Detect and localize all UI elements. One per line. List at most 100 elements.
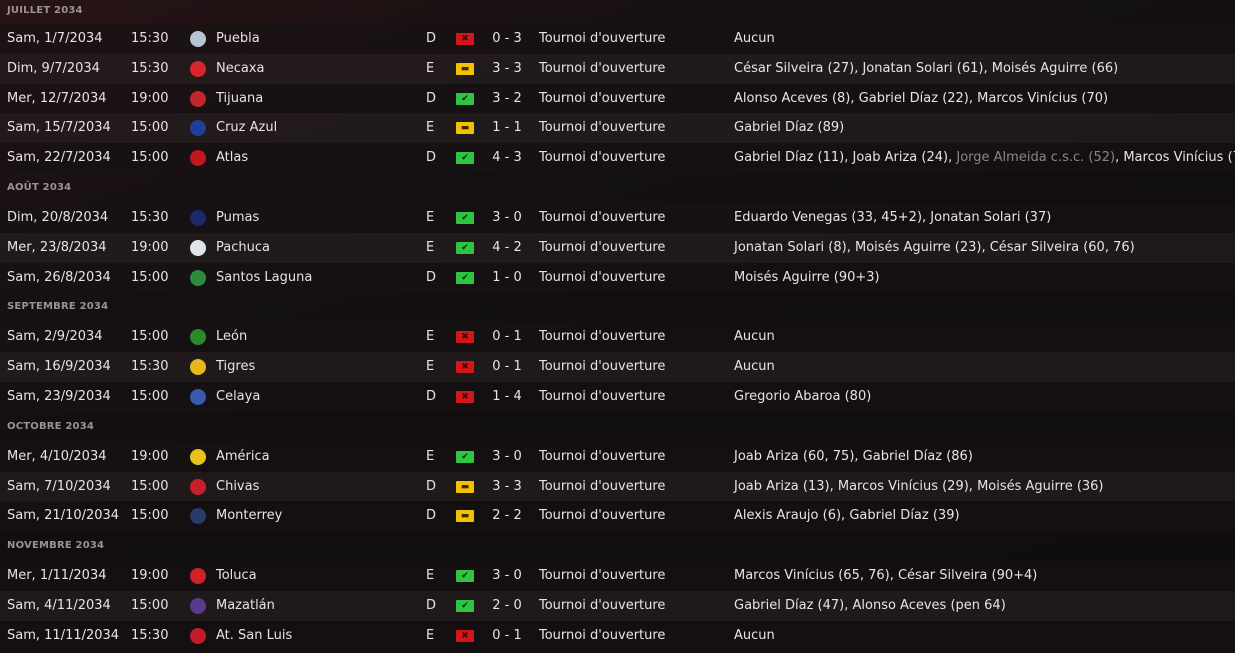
competition-link[interactable]: Tournoi d'ouverture [539, 90, 666, 106]
opponent-team-link[interactable]: Necaxa [216, 60, 265, 76]
fixture-row[interactable]: Sam, 15/7/2034 15:00 Cruz Azul E ▬ 1 - 1 Tourn… [0, 113, 1235, 144]
score-link[interactable]: 1 - 4 [492, 388, 522, 404]
fixture-row[interactable]: Sam, 4/11/2034 15:00 Mazatlán D ✔ 2 - 0 Tourno… [0, 590, 1235, 621]
competition-link[interactable]: Tournoi d'ouverture [539, 388, 666, 404]
opponent-team-link[interactable]: Celaya [216, 388, 261, 404]
score-link[interactable]: 2 - 0 [492, 597, 522, 613]
month-header: OCTOBRE 2034 [0, 411, 1235, 442]
scorer: Gabriel Díaz (89) [734, 120, 845, 136]
kickoff-time: 15:00 [131, 269, 169, 285]
result-loss-icon: ✖ [456, 331, 474, 344]
score-link[interactable]: 3 - 3 [492, 60, 522, 76]
competition-link[interactable]: Tournoi d'ouverture [539, 31, 666, 46]
fixture-row[interactable]: Sam, 11/11/2034 15:30 At. San Luis E ✖ 0 - 1 T… [0, 620, 1235, 651]
competition-link[interactable]: Tournoi d'ouverture [539, 150, 666, 166]
scorer: Joab Ariza (60, 75) [734, 448, 855, 464]
competition-link[interactable]: Tournoi d'ouverture [539, 359, 666, 375]
fixture-row[interactable]: Sam, 2/9/2034 15:00 León E ✖ 0 - 1 Tournoi d'o… [0, 322, 1235, 353]
score-link[interactable]: 3 - 0 [492, 448, 522, 464]
fixture-row[interactable]: Mer, 12/7/2034 19:00 Tijuana D ✔ 3 - 2 Tournoi… [0, 83, 1235, 114]
scorer: Aucun [734, 627, 775, 643]
opponent-team-link[interactable]: Pumas [216, 209, 260, 225]
scorer: Alonso Aceves (8) [734, 90, 851, 106]
opponent-team-link[interactable]: Atlas [216, 150, 249, 166]
opponent-team-link[interactable]: Mazatlán [216, 597, 275, 613]
scorers: Gabriel Díaz (89) [734, 113, 844, 143]
competition-link[interactable]: Tournoi d'ouverture [539, 209, 666, 225]
scorers: Aucun [734, 621, 775, 651]
competition-link[interactable]: Tournoi d'ouverture [539, 597, 666, 613]
fixture-row[interactable]: Mer, 4/10/2034 19:00 América E ✔ 3 - 0 Tournoi… [0, 441, 1235, 472]
competition-link[interactable]: Tournoi d'ouverture [539, 448, 666, 464]
opponent-team-link[interactable]: Tigres [216, 359, 256, 375]
competition-link[interactable]: Tournoi d'ouverture [539, 269, 666, 285]
opponent-team-link[interactable]: Puebla [216, 31, 260, 46]
match-date: Sam, 23/9/2034 [7, 388, 111, 404]
score-link[interactable]: 0 - 1 [492, 329, 522, 345]
score-link[interactable]: 4 - 2 [492, 239, 522, 255]
competition-link[interactable]: Tournoi d'ouverture [539, 568, 666, 584]
fixture-row[interactable]: Mer, 23/8/2034 19:00 Pachuca E ✔ 4 - 2 Tournoi… [0, 232, 1235, 263]
scorer: Jorge Almeida c.s.c. (52) [956, 150, 1116, 166]
competition-link[interactable]: Tournoi d'ouverture [539, 329, 666, 345]
result-loss-icon: ✖ [456, 390, 474, 403]
opponent-team-link[interactable]: At. San Luis [216, 627, 293, 643]
fixture-row[interactable]: Mer, 1/11/2034 19:00 Toluca E ✔ 3 - 0 Tournoi … [0, 561, 1235, 591]
scorer: Moisés Aguirre (36) [977, 478, 1104, 494]
opponent-team-link[interactable]: Tijuana [216, 90, 264, 106]
score-link[interactable]: 1 - 1 [492, 120, 522, 136]
scorers: Joab Ariza (60, 75), Gabriel Díaz (86) [734, 448, 973, 464]
score-link[interactable]: 3 - 0 [492, 209, 522, 225]
scorers: Aucun [734, 322, 775, 352]
result-draw-icon: ▬ [456, 122, 474, 135]
score-link[interactable]: 0 - 1 [492, 627, 522, 643]
fixture-row[interactable]: Sam, 16/9/2034 15:30 Tigres E ✖ 0 - 1 Tournoi … [0, 352, 1235, 382]
fixture-row[interactable]: Sam, 7/10/2034 15:00 Chivas D ▬ 3 - 3 Tournoi … [0, 471, 1235, 502]
fixture-row[interactable]: Dim, 20/8/2034 15:30 Pumas E ✔ 3 - 0 Tournoi d… [0, 202, 1235, 233]
kickoff-time: 15:00 [131, 388, 169, 404]
opponent-team-link[interactable]: Santos Laguna [216, 269, 313, 285]
scorer: Gabriel Díaz (39) [849, 508, 960, 524]
competition-link[interactable]: Tournoi d'ouverture [539, 508, 666, 524]
opponent-team-link[interactable]: León [216, 329, 248, 345]
score-link[interactable]: 0 - 1 [492, 359, 522, 375]
score-link[interactable]: 1 - 0 [492, 269, 522, 285]
opponent-team-link[interactable]: Monterrey [216, 508, 283, 524]
opponent-team-link[interactable]: América [216, 448, 270, 464]
competition-link[interactable]: Tournoi d'ouverture [539, 60, 666, 76]
competition-link[interactable]: Tournoi d'ouverture [539, 627, 666, 643]
competition-link[interactable]: Tournoi d'ouverture [539, 120, 666, 136]
score-link[interactable]: 3 - 2 [492, 90, 522, 106]
score-link[interactable]: 4 - 3 [492, 150, 522, 166]
fixture-row[interactable]: Dim, 9/7/2034 15:30 Necaxa E ▬ 3 - 3 Tournoi d… [0, 53, 1235, 84]
kickoff-time: 15:30 [131, 359, 169, 375]
opponent-team-link[interactable]: Cruz Azul [216, 120, 278, 136]
scorer: Jonatan Solari (8) [734, 239, 847, 255]
score-link[interactable]: 3 - 0 [492, 568, 522, 584]
match-date: Sam, 22/7/2034 [7, 150, 111, 166]
opponent-team-link[interactable]: Toluca [216, 568, 257, 584]
fixture-row[interactable]: Sam, 21/10/2034 15:00 Monterrey D ▬ 2 - 2 Tour… [0, 501, 1235, 532]
competition-link[interactable]: Tournoi d'ouverture [539, 478, 666, 494]
result-win-icon: ✔ [456, 450, 474, 463]
team-crest-icon [190, 209, 206, 226]
score-link[interactable]: 2 - 2 [492, 508, 522, 524]
result-draw-icon: ▬ [456, 480, 474, 493]
opponent-team-link[interactable]: Pachuca [216, 239, 270, 255]
kickoff-time: 15:30 [131, 209, 169, 225]
fixture-row[interactable]: Sam, 23/9/2034 15:00 Celaya D ✖ 1 - 4 Tournoi … [0, 381, 1235, 412]
scorers: Gabriel Díaz (11), Joab Ariza (24), Jorg… [734, 143, 1235, 173]
fixture-row[interactable]: Sam, 26/8/2034 15:00 Santos Laguna D ✔ 1 - 0 T… [0, 262, 1235, 293]
match-date: Sam, 11/11/2034 [7, 627, 120, 643]
competition-link[interactable]: Tournoi d'ouverture [539, 239, 666, 255]
score-link[interactable]: 0 - 3 [492, 31, 522, 46]
match-date: Mer, 1/11/2034 [7, 568, 107, 584]
scorer: Gregorio Abaroa (80) [734, 388, 872, 404]
fixture-row[interactable]: Sam, 1/7/2034 15:30 Puebla D ✖ 0 - 3 Tournoi d… [0, 24, 1235, 54]
kickoff-time: 15:00 [131, 329, 169, 345]
fixture-row[interactable]: Sam, 22/7/2034 15:00 Atlas D ✔ 4 - 3 Tournoi d… [0, 143, 1235, 173]
scorer: Marcos Vinícius (70) [977, 90, 1109, 106]
score-link[interactable]: 3 - 3 [492, 478, 522, 494]
opponent-team-link[interactable]: Chivas [216, 478, 260, 494]
